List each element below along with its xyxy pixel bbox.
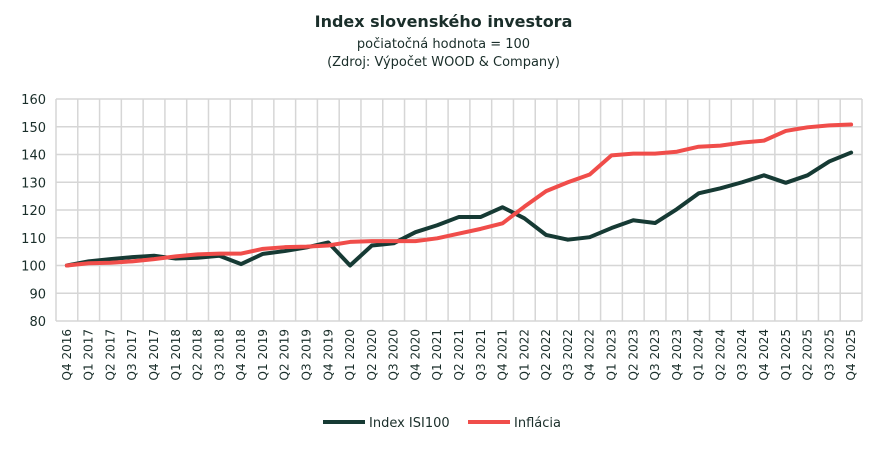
x-tick-label: Q1 2018 [169,329,183,380]
x-tick-label: Q2 2024 [713,329,727,380]
x-tick-label: Q4 2016 [60,329,74,380]
x-tick-label: Q3 2021 [474,329,488,380]
x-tick-label: Q1 2025 [779,329,793,380]
y-tick-label: 140 [21,149,46,164]
y-tick-label: 120 [21,204,46,219]
x-tick-label: Q1 2020 [343,329,357,380]
x-tick-label: Q3 2019 [300,329,314,380]
x-tick-label: Q3 2022 [561,329,575,380]
x-tick-label: Q2 2017 [103,329,117,380]
x-tick-label: Q3 2020 [387,329,401,380]
x-tick-label: Q4 2023 [670,329,684,380]
x-tick-label: Q1 2024 [692,329,706,380]
y-tick-label: 100 [21,260,46,275]
x-tick-label: Q3 2024 [735,329,749,380]
y-tick-label: 80 [29,315,46,330]
x-tick-label: Q3 2023 [648,329,662,380]
x-tick-label: Q4 2025 [844,329,858,380]
x-tick-label: Q2 2019 [278,329,292,380]
series-line-inflacia [64,122,854,268]
legend-label: Inflácia [514,416,561,431]
legend-label: Index ISI100 [369,416,450,431]
x-tick-label: Q4 2022 [583,329,597,380]
chart-title: Index slovenského investora [314,12,573,31]
x-tick-label: Q1 2019 [256,329,270,380]
x-tick-label: Q3 2025 [822,329,836,380]
x-tick-label: Q2 2018 [191,329,205,380]
y-tick-label: 150 [21,121,46,136]
x-tick-label: Q2 2025 [801,329,815,380]
x-tick-label: Q1 2021 [430,329,444,380]
y-tick-label: 130 [21,176,46,191]
x-tick-label: Q1 2017 [82,329,96,380]
x-tick-label: Q4 2021 [496,329,510,380]
x-tick-label: Q4 2019 [321,329,335,380]
y-tick-label: 110 [21,232,46,247]
series-line-isi100 [64,150,854,268]
x-tick-label: Q4 2018 [234,329,248,380]
y-tick-label: 90 [29,287,46,302]
chart-subtitle: počiatočná hodnota = 100 [356,37,531,52]
y-tick-label: 160 [21,93,46,108]
x-tick-label: Q2 2020 [365,329,379,380]
x-tick-label: Q2 2023 [626,329,640,380]
x-tick-label: Q3 2017 [125,329,139,380]
x-tick-label: Q4 2020 [408,329,422,380]
x-tick-label: Q3 2018 [212,329,226,380]
x-tick-label: Q4 2024 [757,329,771,380]
x-tick-label: Q2 2021 [452,329,466,380]
x-tick-label: Q1 2022 [517,329,531,380]
x-tick-label: Q1 2023 [604,329,618,380]
x-tick-label: Q2 2022 [539,329,553,380]
x-tick-label: Q4 2017 [147,329,161,380]
chart-source: (Zdroj: Výpočet WOOD & Company) [327,55,560,70]
